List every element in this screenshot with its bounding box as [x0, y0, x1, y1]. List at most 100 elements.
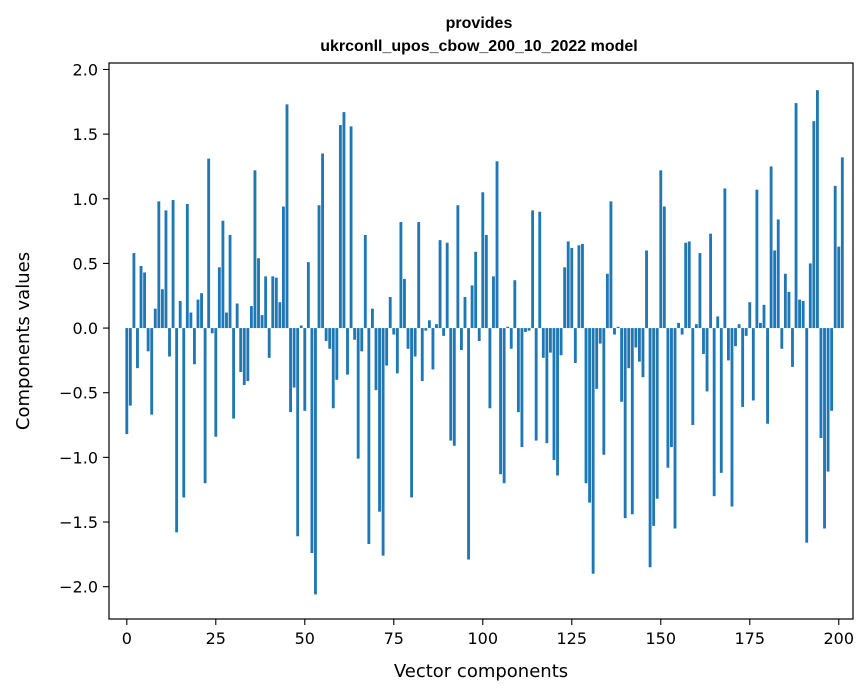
bar — [798, 299, 802, 329]
y-axis-label: Components values — [13, 252, 34, 430]
bar — [673, 328, 677, 529]
bar — [264, 276, 268, 329]
bar — [388, 297, 392, 329]
bar — [410, 328, 414, 498]
bar — [395, 328, 399, 374]
bar — [712, 328, 716, 497]
bar — [531, 210, 535, 329]
bar — [232, 328, 236, 419]
bar — [670, 328, 673, 448]
bar — [605, 273, 609, 329]
bar — [823, 328, 826, 529]
bar — [787, 291, 791, 329]
bar — [125, 328, 129, 435]
bar — [666, 328, 670, 468]
bar — [424, 328, 428, 331]
bar — [791, 328, 794, 367]
bar — [609, 201, 613, 329]
bar — [826, 328, 830, 472]
bar — [335, 328, 339, 380]
bar — [217, 267, 221, 329]
bar — [755, 189, 759, 329]
bar — [435, 324, 438, 329]
bar — [573, 328, 577, 363]
bar — [360, 328, 364, 352]
bar — [363, 234, 367, 329]
x-tick-label: 125 — [557, 629, 588, 648]
bar — [794, 103, 798, 329]
bar — [175, 328, 179, 533]
bar — [338, 125, 342, 329]
bar — [271, 276, 275, 329]
bar — [520, 328, 524, 448]
bar — [299, 325, 303, 329]
bar — [541, 328, 545, 358]
y-tick-label: −1.5 — [59, 513, 98, 532]
bar — [331, 328, 335, 409]
x-tick-label: 50 — [295, 629, 315, 648]
bar — [214, 328, 218, 437]
bar — [228, 234, 232, 329]
chart-subtitle: ukrconll_upos_cbow_200_10_2022 model — [320, 38, 637, 55]
bar — [762, 304, 766, 329]
bar — [613, 328, 616, 335]
bar — [417, 222, 421, 329]
bar — [801, 300, 805, 329]
bar — [662, 206, 666, 329]
bar — [317, 205, 321, 329]
bar — [812, 121, 816, 329]
bar — [392, 328, 396, 335]
bar — [602, 328, 606, 455]
bar — [378, 328, 381, 512]
plot-frame — [108, 62, 854, 620]
bar — [463, 297, 467, 329]
bar — [189, 312, 193, 329]
x-tick-label: 175 — [734, 629, 765, 648]
bar — [759, 322, 762, 329]
bar — [509, 328, 513, 349]
bar — [225, 312, 228, 329]
bar — [403, 278, 406, 329]
bar — [513, 280, 517, 329]
bar — [314, 328, 317, 595]
bar — [406, 328, 410, 349]
bar — [516, 328, 520, 413]
bar — [481, 192, 485, 329]
bar — [399, 222, 403, 329]
bar — [552, 328, 556, 460]
bar — [431, 328, 435, 370]
bar — [840, 157, 844, 329]
bar — [527, 328, 531, 331]
x-tick-label: 150 — [645, 629, 676, 648]
y-tick-label: 1.0 — [73, 190, 98, 209]
bar — [132, 253, 136, 329]
bar — [438, 240, 442, 329]
bar — [349, 126, 353, 329]
bar — [698, 253, 702, 329]
x-tick-label: 200 — [823, 629, 854, 648]
bar — [783, 273, 787, 329]
bar — [598, 328, 602, 344]
x-tick-label: 75 — [384, 629, 404, 648]
bar — [278, 302, 282, 329]
bar — [506, 326, 510, 329]
bar — [634, 328, 638, 348]
bar — [595, 328, 599, 389]
bar — [239, 328, 243, 373]
bar — [766, 328, 769, 424]
bar — [616, 326, 620, 329]
bar — [584, 328, 588, 484]
bar — [445, 242, 449, 329]
bar — [196, 299, 200, 329]
bar — [128, 328, 132, 406]
bar — [460, 328, 463, 351]
bar — [677, 322, 680, 329]
bar — [737, 324, 741, 329]
bar — [282, 206, 285, 329]
bar — [630, 328, 634, 515]
bar — [477, 328, 481, 341]
bar — [627, 328, 631, 369]
bar — [659, 170, 663, 329]
bar — [289, 328, 292, 413]
bar — [168, 328, 171, 357]
